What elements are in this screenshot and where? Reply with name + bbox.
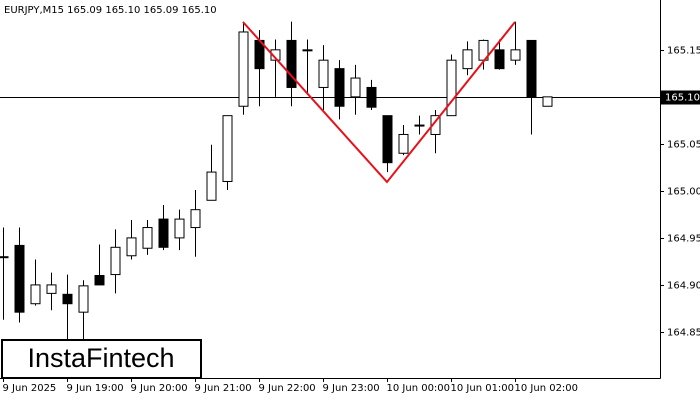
logo-box: [1, 339, 202, 379]
y-tick-label: 164.85: [667, 328, 700, 339]
candle-body: [542, 96, 553, 107]
candle-body: [430, 115, 441, 135]
logo: InstaFintech: [27, 343, 174, 373]
x-tick-label: 10 Jun 02:00: [515, 383, 579, 394]
y-tick-label: 164.90: [667, 281, 700, 292]
candle-body: [510, 49, 521, 61]
candle-body: [446, 59, 457, 117]
x-tick-label: 9 Jun 19:00: [67, 383, 124, 394]
candle-body: [222, 115, 233, 182]
current-price-badge: [661, 90, 700, 105]
candle-body: [158, 218, 169, 248]
candle-body: [30, 284, 41, 305]
chart-title: EURJPY,M15 165.09 165.10 165.09 165.10: [4, 5, 217, 16]
x-tick-label: 9 Jun 2025: [3, 383, 57, 394]
candle-body: [398, 133, 409, 154]
candle-body: [190, 209, 201, 229]
candle-body: [78, 285, 89, 313]
candle-body: [94, 275, 105, 286]
candle-body: [366, 86, 377, 108]
y-tick-label: 165.15: [667, 46, 700, 57]
y-tick-label: 165.05: [667, 140, 700, 151]
double-top-pattern: [242, 21, 516, 184]
candle-body: [46, 284, 57, 294]
candle-body: [174, 218, 185, 239]
candle-body: [318, 59, 329, 88]
candle-body: [270, 49, 281, 61]
candle-body: [526, 39, 537, 98]
y-tick-label: 165.00: [667, 187, 700, 198]
candle-body: [62, 293, 73, 305]
x-tick-label: 10 Jun 00:00: [387, 383, 451, 394]
candle-body: [302, 49, 313, 52]
candle-body: [110, 246, 121, 276]
candle-body: [142, 227, 153, 249]
x-tick-label: 10 Jun 01:00: [451, 383, 515, 394]
candle-body: [126, 237, 137, 257]
candle-body: [14, 244, 25, 313]
candle-body: [382, 115, 393, 164]
candle-body: [414, 124, 425, 127]
x-tick-label: 9 Jun 22:00: [259, 383, 316, 394]
x-tick-label: 9 Jun 23:00: [323, 383, 380, 394]
candle-body: [206, 171, 217, 201]
candle-body: [334, 68, 345, 107]
candle-body: [238, 31, 249, 107]
candle-body: [350, 77, 361, 98]
plot-area: [0, 21, 660, 346]
candle-body: [286, 39, 297, 88]
x-tick-label: 9 Jun 20:00: [131, 383, 188, 394]
candle-body: [462, 49, 473, 70]
candle-body: [494, 49, 505, 70]
y-tick-label: 164.95: [667, 234, 700, 245]
x-tick-label: 9 Jun 21:00: [195, 383, 252, 394]
current-price-label: 165.10: [665, 93, 700, 104]
candle-body: [0, 256, 9, 259]
